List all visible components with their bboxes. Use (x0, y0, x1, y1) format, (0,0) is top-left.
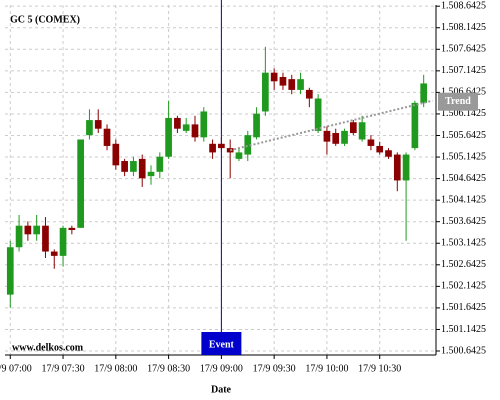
candle-body (332, 133, 340, 144)
y-tick-label: 1.501.6425 (441, 302, 486, 313)
candle-body (174, 117, 181, 129)
candle-body (33, 225, 41, 235)
candle-body (156, 156, 164, 172)
y-tick-label: 1.500.6425 (441, 345, 486, 356)
candle-body (15, 225, 23, 248)
y-tick-label: 1.507.1425 (441, 65, 486, 76)
candle-body (288, 79, 296, 90)
candle-body (420, 83, 428, 103)
candle-body (305, 89, 313, 99)
y-tick-label: 1.507.6425 (441, 44, 486, 55)
x-tick-label: 17/9 10:30 (358, 363, 401, 374)
candle-body (165, 117, 172, 157)
candle-body (59, 227, 67, 256)
candle-body (244, 135, 252, 155)
y-tick-label: 1.505.1425 (441, 151, 486, 162)
candle-body (279, 76, 287, 86)
candle-body (138, 158, 146, 179)
candle-body (191, 124, 199, 138)
candle-body (270, 72, 278, 82)
x-tick-label: 17/9 07:00 (0, 363, 32, 374)
y-tick-label: 1.505.6425 (441, 130, 486, 141)
candle-body (209, 143, 216, 153)
candle-body (103, 128, 111, 146)
candle-body (402, 154, 410, 181)
y-tick-label: 1.504.6425 (441, 173, 486, 184)
candle-body (121, 161, 128, 172)
candle-body (297, 79, 304, 90)
candle-body (24, 225, 32, 235)
x-tick-label: 17/9 07:30 (42, 363, 85, 374)
y-tick-label: 1.504.1425 (441, 194, 486, 205)
candle-body (314, 98, 322, 131)
candle-body (376, 145, 384, 153)
x-tick-label: 17/9 08:30 (147, 363, 190, 374)
trend-label-box (438, 92, 478, 111)
watermark: www.delkos.com (12, 342, 84, 353)
candle-body (349, 122, 357, 134)
y-tick-label: 1.503.1425 (441, 238, 486, 249)
candle-body (147, 171, 155, 177)
event-label: Event (209, 339, 235, 350)
candle-body (86, 120, 93, 136)
chart-title: GC 5 (COMEX) (10, 14, 80, 25)
x-tick-label: 17/9 08:00 (94, 363, 137, 374)
candle-body (367, 139, 375, 146)
candle-body (112, 143, 120, 166)
candle-body (6, 247, 14, 295)
candle-body (323, 130, 331, 142)
y-tick-label: 1.508.6425 (441, 0, 486, 11)
candle-body (393, 154, 401, 181)
candle-body (42, 225, 49, 252)
x-tick-label: 17/9 10:00 (305, 363, 348, 374)
candle-body (262, 72, 269, 112)
y-tick-label: 1.501.1425 (441, 324, 486, 335)
y-tick-label: 1.508.1425 (441, 22, 486, 33)
candle-body (68, 227, 76, 230)
y-tick-label: 1.506.1425 (441, 108, 486, 119)
candle-body (341, 130, 348, 144)
candle-body (94, 120, 102, 129)
candle-body (50, 251, 58, 256)
candle-body (182, 124, 190, 131)
trend-label: Trend (445, 96, 471, 107)
candle-body (218, 143, 225, 149)
x-tick-label: 17/9 09:00 (200, 363, 243, 374)
candle-body (226, 148, 234, 153)
candle-body (235, 152, 243, 159)
candle-body (77, 139, 84, 228)
candle-body (253, 113, 260, 138)
candle-body (200, 111, 208, 138)
y-tick-label: 1.502.6425 (441, 259, 486, 270)
y-tick-label: 1.502.1425 (441, 281, 486, 292)
y-tick-label: 1.503.6425 (441, 216, 486, 227)
trend-line (229, 99, 433, 152)
x-axis-label: Date (211, 384, 232, 395)
candle-body (411, 102, 419, 149)
event-label-box (201, 332, 242, 355)
candle-body (385, 150, 392, 157)
x-tick-label: 17/9 09:30 (253, 363, 296, 374)
y-tick-label: 1.506.6425 (441, 87, 486, 98)
candle-body (130, 161, 137, 172)
candle-body (358, 122, 366, 140)
